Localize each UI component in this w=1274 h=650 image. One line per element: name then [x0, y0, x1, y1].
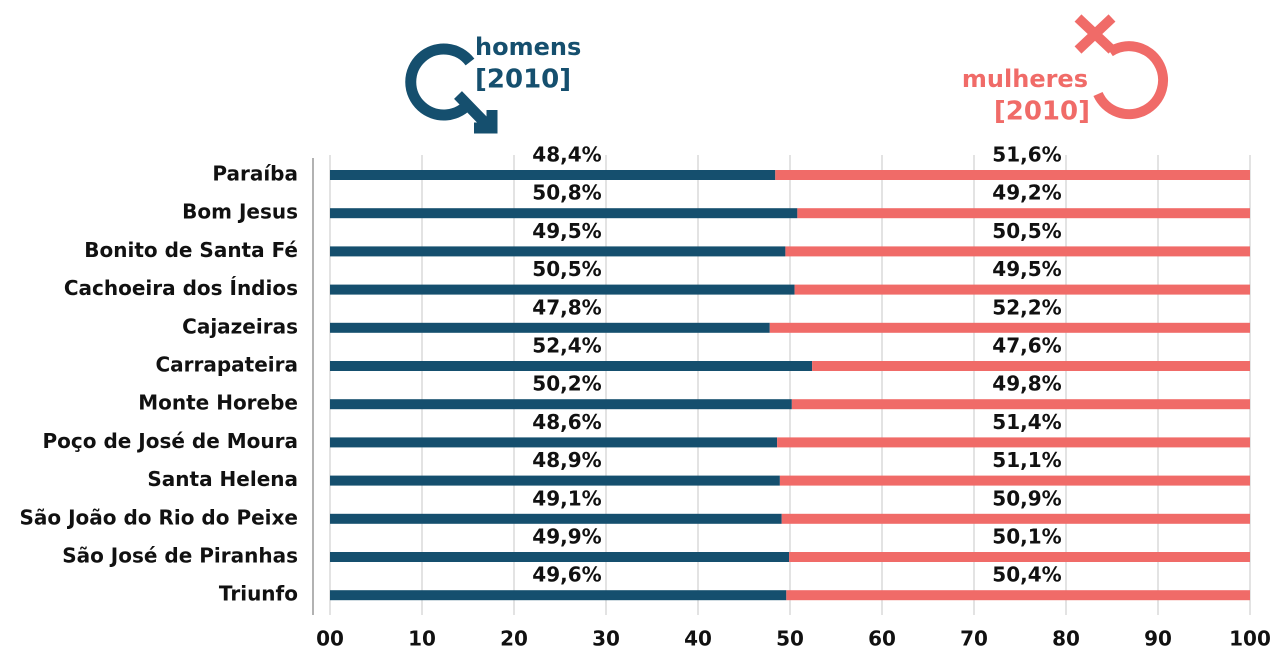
bar-segment: [330, 246, 786, 257]
bar-segment: [777, 437, 1250, 448]
bar-segment: [786, 590, 1250, 601]
bar-segment: [794, 284, 1250, 295]
bar-segment: [779, 475, 1250, 486]
value-label: 52,2%: [992, 295, 1061, 319]
bar-segment: [330, 475, 780, 486]
bar-segment: [775, 170, 1250, 180]
value-label: 50,5%: [532, 257, 601, 281]
category-label: Santa Helena: [147, 467, 298, 491]
x-tick-label: 00: [316, 627, 344, 650]
bar-segment: [330, 208, 798, 219]
bar-segment: [330, 513, 782, 524]
category-label: Cajazeiras: [182, 314, 298, 338]
bar-segment: [330, 590, 787, 601]
male-icon: [405, 43, 498, 134]
bar-segment: [330, 284, 795, 295]
x-tick-label: 100: [1229, 627, 1271, 650]
bar-segment: [330, 170, 776, 180]
value-label: 50,1%: [992, 525, 1061, 549]
value-label: 48,4%: [532, 143, 601, 167]
x-tick-label: 10: [408, 627, 436, 650]
value-label: 50,8%: [532, 181, 601, 205]
legend-homens: homens: [475, 33, 581, 61]
bar-segment: [791, 399, 1250, 410]
bar-segment: [330, 552, 790, 562]
value-label: 50,4%: [992, 563, 1061, 587]
x-tick-label: 80: [1052, 627, 1080, 650]
category-label: São João do Rio do Peixe: [19, 505, 298, 529]
value-label: 48,6%: [532, 410, 601, 434]
value-label: 49,6%: [532, 563, 601, 587]
value-label: 49,5%: [992, 257, 1061, 281]
value-label: 47,6%: [992, 334, 1061, 358]
x-tick-label: 70: [960, 627, 988, 650]
value-label: 47,8%: [532, 295, 601, 319]
bar-segment: [330, 322, 770, 333]
category-label: São José de Piranhas: [62, 544, 298, 568]
bar-segment: [789, 552, 1250, 562]
value-label: 50,9%: [992, 486, 1061, 510]
category-label: Paraíba: [212, 162, 298, 186]
category-label: Cachoeira dos Índios: [64, 276, 298, 300]
x-tick-label: 50: [776, 627, 804, 650]
value-label: 50,5%: [992, 219, 1061, 243]
category-label: Monte Horebe: [138, 391, 298, 415]
value-label: 52,4%: [532, 334, 601, 358]
value-label: 51,1%: [992, 448, 1061, 472]
bar-segment: [781, 513, 1250, 524]
value-label: 49,5%: [532, 219, 601, 243]
female-icon: [1074, 14, 1168, 120]
bar-segment: [812, 361, 1250, 371]
value-label: 49,1%: [532, 486, 601, 510]
x-tick-label: 40: [684, 627, 712, 650]
x-tick-label: 30: [592, 627, 620, 650]
value-label: 51,6%: [992, 143, 1061, 167]
value-label: 50,2%: [532, 372, 601, 396]
category-label: Bom Jesus: [182, 200, 298, 224]
bar-segment: [797, 208, 1250, 219]
value-label: 51,4%: [992, 410, 1061, 434]
x-tick-label: 90: [1144, 627, 1172, 650]
bar-segment: [785, 246, 1250, 257]
x-tick-label: 20: [500, 627, 528, 650]
value-label: 49,2%: [992, 181, 1061, 205]
legend-year: [2010]: [994, 97, 1090, 127]
category-label: Bonito de Santa Fé: [84, 238, 298, 262]
bar-segment: [330, 437, 778, 448]
x-tick-label: 60: [868, 627, 896, 650]
bar-segment: [769, 322, 1250, 333]
category-label: Poço de José de Moura: [43, 429, 299, 453]
value-label: 49,8%: [992, 372, 1061, 396]
bar-segment: [330, 361, 813, 371]
legend-mulheres: mulheres: [962, 65, 1088, 93]
category-label: Carrapateira: [155, 353, 298, 377]
value-label: 48,9%: [532, 448, 601, 472]
bar-segment: [330, 399, 792, 410]
legend-year: [2010]: [475, 65, 571, 95]
value-label: 49,9%: [532, 525, 601, 549]
category-label: Triunfo: [219, 582, 298, 606]
